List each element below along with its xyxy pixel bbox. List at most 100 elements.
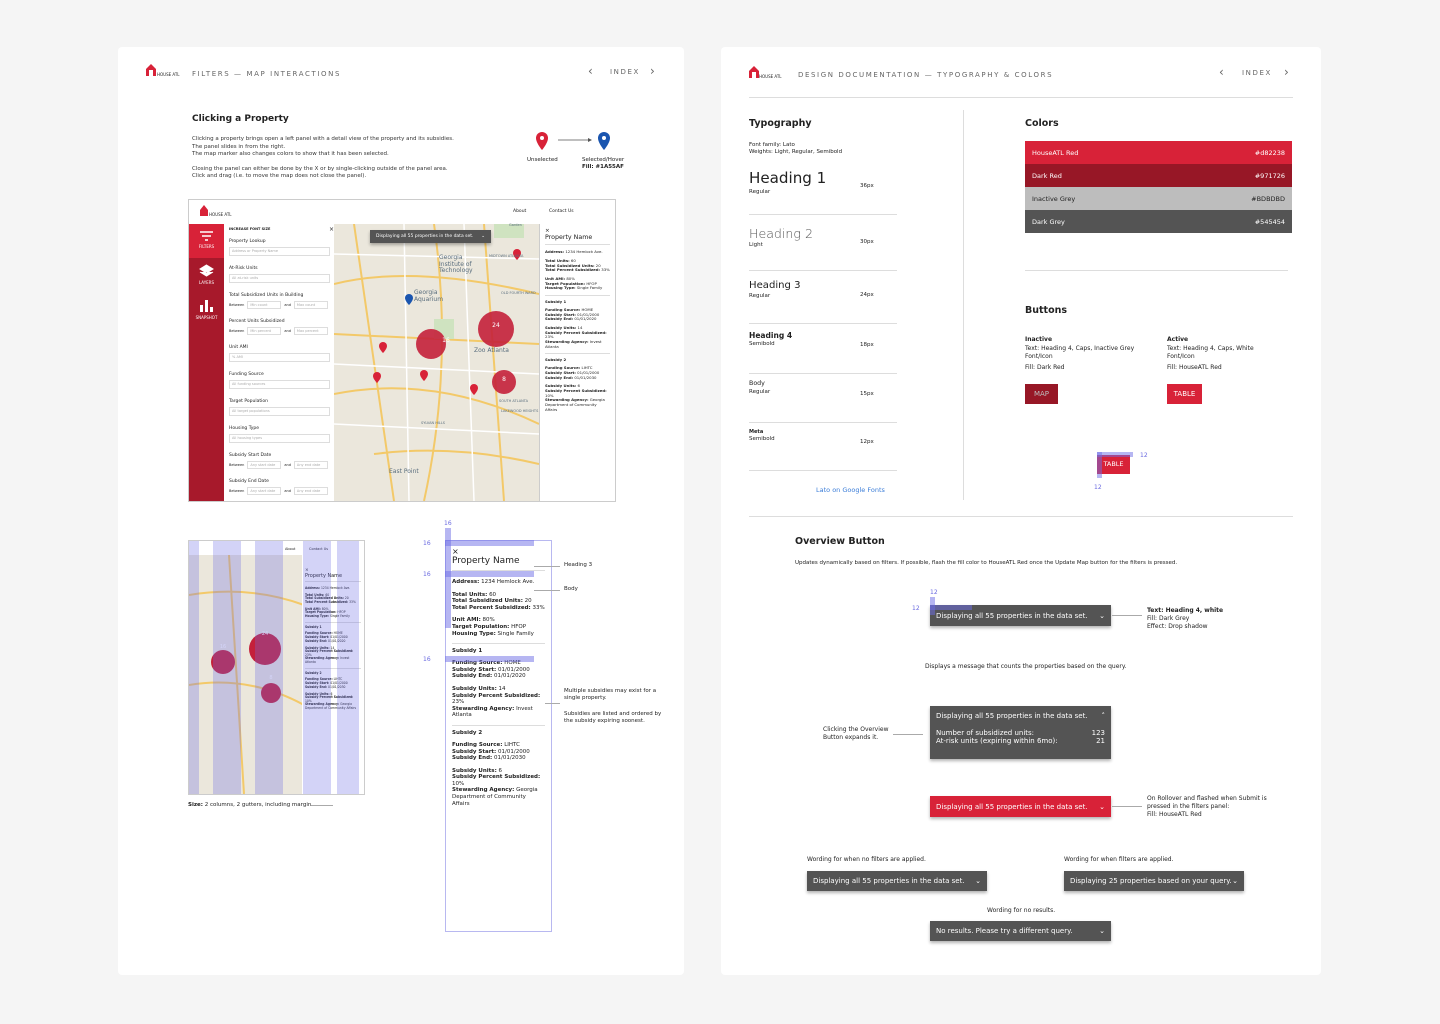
description-line: The map marker also changes colors to sh… — [192, 151, 389, 157]
detail-panel-small: × Property Name Address: 1234 Hemlock Ave.… — [302, 555, 364, 794]
filter-input: All funding sources — [229, 380, 330, 389]
nav-about[interactable]: About — [513, 209, 527, 214]
range-min: Any start date — [247, 461, 282, 469]
detail-label: Target Population: — [545, 280, 586, 286]
style-weight: Semibold — [749, 340, 775, 347]
close-filters[interactable]: × — [329, 226, 335, 233]
detail-label: Subsidy Percent Subsidized: — [545, 329, 607, 335]
sidebar-filters[interactable]: FILTERS — [198, 244, 215, 249]
wording-button[interactable]: No results. Please try a different query… — [930, 921, 1111, 941]
detail-label: Funding Source: — [305, 677, 333, 682]
range-max: Max count — [293, 301, 328, 309]
cluster-label: 8 — [269, 675, 273, 681]
filter-range: Between Min percent and Max percent — [229, 327, 330, 335]
layers-icon — [199, 264, 214, 277]
wording-button[interactable]: Displaying all 55 properties in the data… — [807, 871, 987, 891]
detail-line: Housing Type: Single Family — [545, 286, 610, 291]
description-line: Closing the panel can either be done by … — [192, 165, 448, 172]
detail-label: Subsidy Start: — [305, 681, 330, 686]
typography-title: Typography — [749, 118, 812, 129]
detail-line: Subsidy Start: 01/01/2000 — [452, 667, 545, 674]
map-button[interactable]: MAP — [1025, 384, 1058, 404]
style-size: 12px — [860, 439, 874, 445]
wording-button[interactable]: Displaying 25 properties based on your q… — [1064, 871, 1244, 891]
leader — [1112, 806, 1142, 807]
detail-line: Subsidy End: 01/01/2020 — [545, 317, 610, 322]
wording-caption: Wording for when no filters are applied. — [807, 856, 926, 863]
detail-value: HFOP — [337, 610, 346, 615]
spec-note: Subsidies are listed and ordered by the … — [564, 711, 662, 724]
table-button[interactable]: TABLE — [1167, 384, 1202, 404]
spec-measure — [930, 597, 935, 615]
range-min: Min percent — [247, 327, 282, 335]
nav-index[interactable]: INDEX — [1242, 69, 1272, 77]
next[interactable]: › — [1284, 65, 1289, 79]
cluster-label: 16 — [442, 337, 450, 344]
filter-input: Address or Property Name — [229, 247, 330, 256]
detail-label: Subsidy Units: — [305, 645, 330, 650]
detail-value: 20 — [344, 596, 349, 601]
close: × — [545, 228, 550, 234]
detail-line: Total Subsidized Units: 20 — [305, 596, 361, 601]
overview-text: Displaying all 55 properties in the data… — [936, 611, 1088, 620]
google-fonts-link[interactable]: Lato on Google Fonts — [816, 486, 885, 494]
detail-label: Funding Source: — [545, 365, 581, 371]
swatch-hex: #d82238 — [1254, 148, 1285, 157]
detail-group: Unit AMI: 80% Target Population: HFOP Hous… — [452, 617, 545, 637]
description: Clicking a property brings open a left p… — [192, 136, 454, 181]
section-title: Clicking a Property — [192, 114, 289, 124]
detail-group: Subsidy Units: 6 Subsidy Percent Subsidiz… — [545, 384, 610, 412]
between: Between — [229, 489, 245, 493]
detail-line: Subsidy Percent Subsidized: 23% — [545, 329, 610, 340]
overview-text: Displaying all 55 properties in the data… — [936, 802, 1088, 811]
swatch-name: Dark Grey — [1032, 217, 1065, 226]
inactive-state: Inactive — [1025, 336, 1053, 343]
style-divider — [749, 470, 897, 471]
detail-value: 01/01/2030 — [493, 755, 526, 762]
overview-text: Displaying all 55 properties in the data… — [936, 712, 1088, 720]
overview-button[interactable]: Displaying all 55 properties in the data… — [370, 230, 491, 243]
cluster-label: 16 — [219, 644, 227, 650]
map-label: LAKEWOOD HEIGHTS — [501, 409, 539, 413]
detail-label: Total Units: — [305, 592, 325, 597]
spec-panel: × Property Name Address: 1234 Hemlock Ave.… — [445, 540, 552, 932]
nav-index[interactable]: INDEX — [610, 68, 640, 76]
divider — [749, 97, 1293, 98]
overview-caption: Displays a message that counts the prope… — [925, 663, 1127, 670]
detail-label: Subsidy Units: — [545, 383, 577, 389]
leader — [534, 566, 560, 567]
range-min: Min count — [247, 301, 282, 309]
colors-title: Colors — [1025, 118, 1059, 129]
prev[interactable]: ‹ — [588, 64, 593, 78]
nav-contact[interactable]: Contact Us — [549, 209, 574, 214]
grid-note-label: Size: — [188, 802, 203, 808]
swatch-hex: #971726 — [1254, 171, 1285, 180]
sidebar: FILTERS LAYERS SNAPSHOT — [189, 224, 224, 501]
detail-value: 10% — [452, 780, 465, 787]
detail-line: Target Population: HFOP — [452, 624, 545, 631]
detail-title: Property Name — [545, 234, 610, 245]
detail-label: Housing Type: — [452, 630, 496, 637]
detail-label: Subsidy Units: — [305, 691, 330, 696]
detail-line: Total Percent Subsidized: 33% — [305, 600, 361, 605]
sidebar-snapshot[interactable]: SNAPSHOT — [195, 315, 218, 320]
detail-value: 01/01/2020 — [328, 638, 346, 643]
style-divider — [749, 323, 897, 324]
detail-line: Subsidy Percent Subsidized: 10% — [305, 695, 361, 703]
next[interactable]: › — [650, 64, 655, 78]
detail-label: Housing Type: — [545, 285, 576, 291]
detail-line: Funding Source: HOME — [452, 660, 545, 667]
detail-value: 01/01/2000 — [577, 370, 600, 376]
overview-button-red[interactable]: Displaying all 55 properties in the data… — [930, 796, 1111, 817]
detail-group: Subsidy Units: 14 Subsidy Percent Subsidi… — [305, 645, 361, 665]
expanded-row: At-risk units (expiring within 6mo): 21 — [936, 737, 1105, 745]
detail-group: Total Units: 60 Total Subsidized Units: 2… — [545, 258, 610, 273]
overview-button[interactable]: Displaying all 55 properties in the data… — [930, 605, 1111, 626]
measure-label: 16 — [423, 656, 431, 663]
overview-expanded[interactable]: Displaying all 55 properties in the data… — [930, 706, 1111, 759]
prev[interactable]: ‹ — [1219, 65, 1224, 79]
detail-label: Unit AMI: — [452, 617, 481, 624]
sidebar-layers[interactable]: LAYERS — [198, 280, 215, 285]
detail-value: LIHTC — [581, 365, 593, 371]
